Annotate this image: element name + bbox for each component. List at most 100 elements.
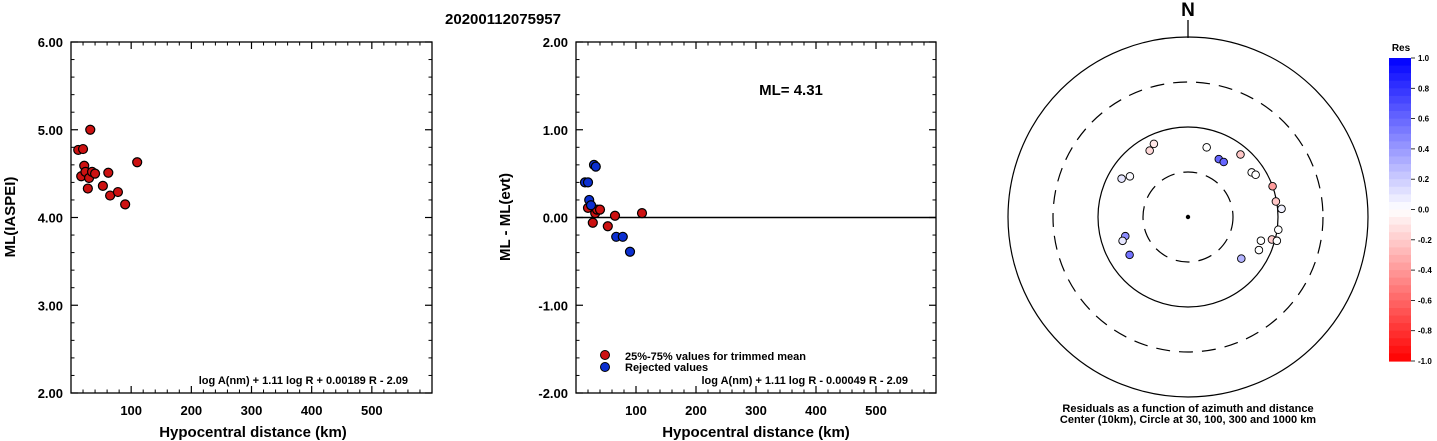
ml-plot-y-tick-label: 5.00 (38, 123, 63, 138)
station-residual-marker (1202, 143, 1211, 152)
colorbar-segment (1389, 194, 1411, 203)
colorbar-segment (1389, 338, 1411, 347)
colorbar-segment (1389, 118, 1411, 127)
residual-plot-formula: log A(nm) + 1.11 log R - 0.00049 R - 2.0… (701, 375, 908, 387)
residual-plot-y-label: ML - ML(evt) (497, 173, 514, 261)
colorbar-segment (1389, 217, 1411, 226)
colorbar-segment (1389, 247, 1411, 256)
colorbar-segment (1389, 353, 1411, 362)
residual-azimuth-map: N Residuals as a function of azimuth and… (1007, 0, 1369, 426)
colorbar-tick-label: 0.0 (1418, 206, 1430, 215)
residual-plot-y-tick-label: 2.00 (543, 35, 568, 50)
residual-plot-x-label: Hypocentral distance (km) (662, 424, 850, 441)
colorbar-segment (1389, 330, 1411, 339)
station-residual-marker (1271, 197, 1281, 206)
colorbar-segment (1389, 262, 1411, 271)
residual-plot-point-blue (617, 231, 628, 242)
station-residual-marker (1125, 172, 1135, 181)
station-residual-marker (1145, 146, 1154, 155)
epicenter-marker (1185, 214, 1191, 220)
colorbar-tick-label: -0.6 (1418, 296, 1432, 305)
circle-30km (1142, 171, 1234, 263)
ml-plot-y-label: ML(IASPEI) (2, 177, 19, 258)
colorbar-segment (1389, 126, 1411, 135)
colorbar-segment (1389, 300, 1411, 309)
colorbar-tick-label: 0.2 (1418, 175, 1430, 184)
ml-event-annotation: ML= 4.31 (759, 82, 823, 99)
ml-plot-x-tick-label: 200 (180, 403, 202, 418)
figure-title: 20200112075957 (445, 11, 561, 28)
colorbar-segment (1389, 239, 1411, 248)
station-residual-marker (1277, 204, 1286, 214)
colorbar-segment (1389, 270, 1411, 279)
colorbar-title: Res (1392, 43, 1411, 54)
residual-colorbar: Res 1.0 0.8 0.6 0.4 0.2 0.0 -0.2 -0.4 -0.6 -0.8 -1… (1389, 43, 1432, 366)
legend-marker-red (600, 350, 610, 360)
station-residual-marker (1118, 236, 1127, 246)
ml-plot-point-red (132, 157, 143, 168)
colorbar-segment (1389, 201, 1411, 211)
colorbar-segment (1389, 254, 1411, 264)
circle-100km (1097, 126, 1279, 308)
station-residual-marker (1125, 250, 1134, 260)
colorbar-tick-label: -0.2 (1418, 236, 1432, 245)
station-residual-marker (1254, 245, 1264, 255)
residual-plot-y-tick-label: 1.00 (543, 123, 568, 138)
colorbar-segment (1389, 277, 1411, 286)
ml-plot-point-red (112, 186, 124, 198)
ml-plot-x-tick-label: 100 (120, 403, 142, 418)
ml-plot-point-red (120, 199, 131, 210)
ml-plot-frame (70, 41, 433, 394)
residual-plot-x-tick-label: 100 (625, 403, 647, 418)
colorbar-segment (1389, 307, 1411, 317)
residual-plot-point-red (594, 204, 606, 215)
colorbar-segment (1389, 80, 1411, 89)
colorbar-segment (1389, 345, 1411, 355)
colorbar-segment (1389, 133, 1411, 142)
colorbar-segment (1389, 232, 1411, 241)
colorbar-segment (1389, 111, 1411, 120)
ml-plot-formula: log A(nm) + 1.11 log R + 0.00189 R - 2.0… (199, 375, 408, 387)
colorbar-segment (1389, 285, 1411, 294)
ml-distance-plot: 100 200 300 400 500 2.00 3.00 4.00 5.00 6.00 log … (2, 35, 433, 441)
station-residual-marker (1274, 225, 1283, 234)
colorbar-segment (1389, 65, 1411, 74)
ml-plot-x-label: Hypocentral distance (km) (159, 424, 347, 441)
colorbar-tick-label: 1.0 (1418, 54, 1430, 63)
colorbar-tick-label: -0.8 (1418, 327, 1432, 336)
ml-plot-point-red (89, 168, 101, 179)
colorbar-segment (1389, 179, 1411, 188)
residual-plot-point-red (636, 208, 648, 219)
station-residual-marker (1236, 150, 1245, 159)
circle-1000km (1007, 36, 1369, 398)
residual-plot-point-blue (582, 177, 594, 188)
residual-plot-point-blue (585, 200, 597, 211)
residual-distance-plot: 100 200 300 400 500 -2.00 -1.00 0.00 1.00 2.00 ML… (497, 35, 937, 441)
station-residual-marker (1251, 170, 1260, 179)
legend-marker-blue (600, 362, 610, 372)
ml-plot-x-tick-label: 500 (361, 403, 383, 418)
colorbar-segment (1389, 224, 1411, 233)
colorbar-segment (1389, 156, 1411, 165)
residual-plot-point-red (587, 217, 598, 228)
residual-plot-point-red (609, 210, 621, 221)
ml-plot-y-tick-label: 6.00 (38, 35, 63, 50)
station-residual-marker (1268, 181, 1277, 191)
station-residual-marker (1272, 236, 1282, 246)
colorbar-segment (1389, 209, 1411, 218)
circle-300km (1052, 81, 1324, 353)
residual-plot-x-tick-label: 400 (805, 403, 827, 418)
colorbar-segment (1389, 103, 1411, 112)
station-residual-marker (1237, 254, 1246, 263)
colorbar-segment (1389, 292, 1411, 301)
ml-plot-point-red (103, 167, 114, 178)
ml-plot-x-tick-label: 300 (241, 403, 263, 418)
colorbar-tick-label: 0.6 (1418, 115, 1430, 124)
station-residual-marker (1219, 157, 1228, 167)
residual-plot-y-tick-label: -1.00 (538, 298, 568, 313)
residual-plot-y-tick-label: 0.00 (543, 211, 568, 226)
residual-plot-point-blue (590, 161, 601, 172)
ml-plot-y-tick-label: 4.00 (38, 211, 63, 226)
colorbar-segment (1389, 58, 1411, 67)
